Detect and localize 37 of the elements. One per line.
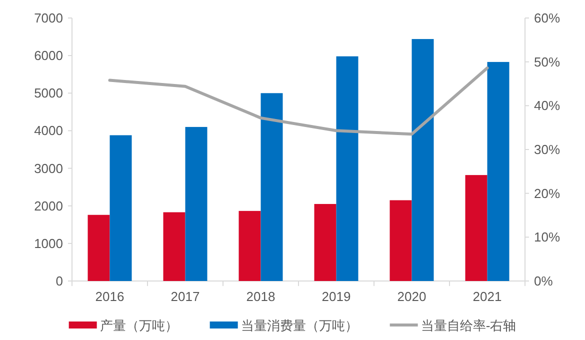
- bar: [390, 200, 412, 281]
- legend-label: 当量消费量（万吨）: [240, 318, 358, 333]
- legend-label: 产量（万吨）: [100, 318, 178, 333]
- bar: [88, 214, 110, 281]
- bar: [260, 93, 283, 281]
- x-tick-label: 2018: [246, 289, 276, 304]
- y-tick-label: 6000: [34, 48, 63, 64]
- bar: [238, 210, 261, 281]
- x-tick-label: 2019: [322, 289, 351, 304]
- y-tick-label: 5000: [34, 86, 63, 101]
- x-tick-label: 2020: [397, 289, 426, 304]
- y2-tick-label: 40%: [534, 98, 560, 114]
- x-tick-label: 2017: [170, 289, 200, 304]
- x-tick-label: 2021: [472, 289, 502, 304]
- bar: [314, 204, 336, 281]
- line-series: [108, 66, 489, 136]
- bar: [412, 39, 434, 281]
- y2-tick-label: 30%: [534, 142, 560, 157]
- y-tick-label: 7000: [34, 10, 63, 26]
- bar: [163, 212, 186, 281]
- bar: [465, 175, 488, 281]
- y2-tick-label: 50%: [534, 54, 560, 70]
- y2-tick-label: 10%: [534, 230, 560, 245]
- y-tick-label: 3000: [34, 160, 63, 176]
- x-tick-label: 2016: [95, 289, 124, 304]
- bar: [185, 126, 208, 281]
- y2-tick-label: 60%: [534, 10, 560, 26]
- y-tick-label: 2000: [34, 198, 63, 214]
- y2-tick-label: 20%: [534, 186, 560, 201]
- bar: [110, 135, 132, 281]
- y2-tick-label: 0%: [534, 274, 554, 288]
- y-tick-label: 4000: [34, 123, 63, 138]
- bar: [487, 62, 510, 281]
- legend-label: 当量自给率-右轴: [420, 318, 516, 333]
- y-tick-label: 1000: [34, 236, 63, 251]
- y-tick-label: 0: [56, 274, 63, 288]
- bar: [336, 56, 358, 281]
